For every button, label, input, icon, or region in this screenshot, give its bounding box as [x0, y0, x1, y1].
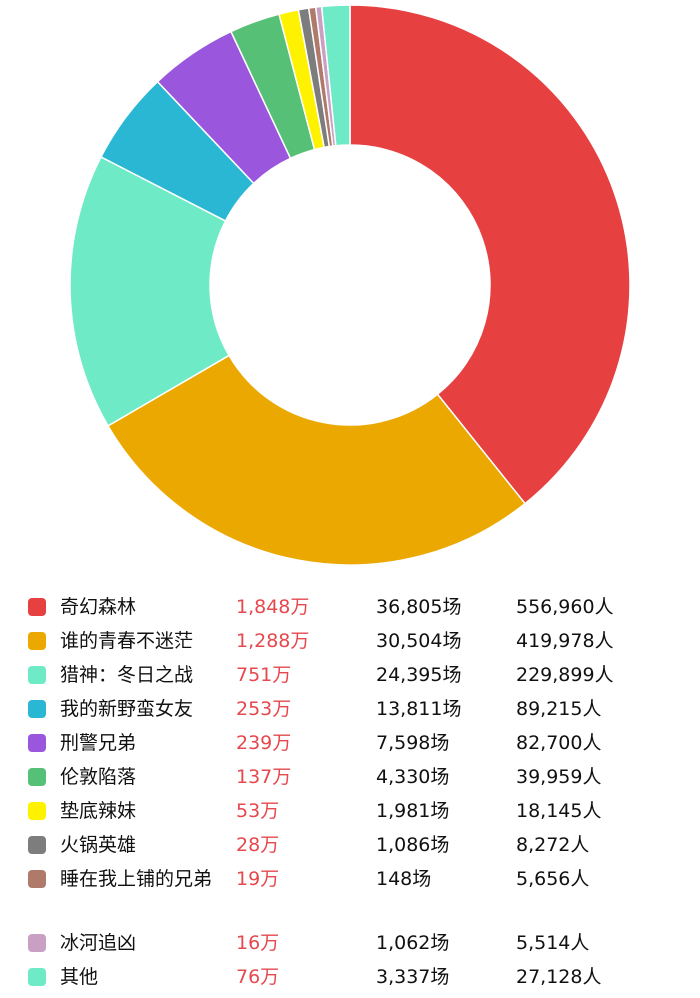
screenings-value: 30,504场 [376, 630, 462, 652]
legend-label: 睡在我上铺的兄弟 [60, 868, 213, 890]
box-office-value: 239万 [236, 732, 292, 754]
legend-row[interactable]: 垫底辣妹 53万 1,981场 18,145人 [0, 796, 700, 828]
legend-row[interactable]: 伦敦陷落 137万 4,330场 39,959人 [0, 762, 700, 794]
pie-slice-0[interactable] [349, 4, 631, 505]
legend-row[interactable]: 奇幻森林 1,848万 36,805场 556,960人 [0, 592, 700, 624]
screenings-value: 4,330场 [376, 766, 450, 788]
legend-swatch [28, 632, 46, 650]
audience-value: 5,656人 [516, 868, 590, 890]
box-office-value: 76万 [236, 966, 280, 988]
legend-label: 火锅英雄 [60, 834, 137, 856]
legend-row[interactable]: 火锅英雄 28万 1,086场 8,272人 [0, 830, 700, 862]
legend-label: 伦敦陷落 [60, 766, 137, 788]
box-office-value: 19万 [236, 868, 280, 890]
legend-swatch [28, 768, 46, 786]
audience-value: 18,145人 [516, 800, 602, 822]
legend-swatch [28, 598, 46, 616]
screenings-value: 148场 [376, 868, 432, 890]
donut-chart [69, 4, 631, 566]
screenings-value: 1,062场 [376, 932, 450, 954]
box-office-value: 16万 [236, 932, 280, 954]
legend-swatch [28, 870, 46, 888]
audience-value: 27,128人 [516, 966, 602, 988]
box-office-value: 253万 [236, 698, 292, 720]
legend-swatch [28, 666, 46, 684]
legend-label: 其他 [60, 966, 99, 988]
pie-slice-1[interactable] [106, 354, 527, 566]
audience-value: 229,899人 [516, 664, 614, 686]
audience-value: 89,215人 [516, 698, 602, 720]
legend-row[interactable]: 冰河追凶 16万 1,062场 5,514人 [0, 928, 700, 960]
audience-value: 5,514人 [516, 932, 590, 954]
legend-label: 我的新野蛮女友 [60, 698, 194, 720]
audience-value: 8,272人 [516, 834, 590, 856]
legend-row[interactable]: 其他 76万 3,337场 27,128人 [0, 962, 700, 994]
box-office-value: 1,288万 [236, 630, 310, 652]
screenings-value: 1,086场 [376, 834, 450, 856]
screenings-value: 36,805场 [376, 596, 462, 618]
audience-value: 39,959人 [516, 766, 602, 788]
legend-swatch [28, 700, 46, 718]
box-office-value: 1,848万 [236, 596, 310, 618]
legend-swatch [28, 802, 46, 820]
screenings-value: 7,598场 [376, 732, 450, 754]
audience-value: 556,960人 [516, 596, 614, 618]
legend-row[interactable]: 谁的青春不迷茫 1,288万 30,504场 419,978人 [0, 626, 700, 658]
screenings-value: 1,981场 [376, 800, 450, 822]
screenings-value: 24,395场 [376, 664, 462, 686]
legend-label: 猎神：冬日之战 [60, 664, 194, 686]
legend-label: 冰河追凶 [60, 932, 137, 954]
screenings-value: 3,337场 [376, 966, 450, 988]
legend-row[interactable]: 我的新野蛮女友 253万 13,811场 89,215人 [0, 694, 700, 726]
audience-value: 82,700人 [516, 732, 602, 754]
box-office-value: 137万 [236, 766, 292, 788]
pie-slice-10[interactable] [320, 4, 351, 147]
legend-swatch [28, 734, 46, 752]
legend-swatch [28, 934, 46, 952]
legend-swatch [28, 836, 46, 854]
legend-row[interactable]: 睡在我上铺的兄弟 19万 148场 5,656人 [0, 864, 700, 896]
pie-slice-2[interactable] [69, 155, 231, 427]
legend-label: 谁的青春不迷茫 [60, 630, 194, 652]
box-office-value: 28万 [236, 834, 280, 856]
box-office-value: 751万 [236, 664, 292, 686]
legend-label: 奇幻森林 [60, 596, 137, 618]
legend-label: 垫底辣妹 [60, 800, 137, 822]
legend-row[interactable]: 猎神：冬日之战 751万 24,395场 229,899人 [0, 660, 700, 692]
legend-swatch [28, 968, 46, 986]
screenings-value: 13,811场 [376, 698, 462, 720]
audience-value: 419,978人 [516, 630, 614, 652]
box-office-value: 53万 [236, 800, 280, 822]
legend-label: 刑警兄弟 [60, 732, 137, 754]
legend-row[interactable]: 刑警兄弟 239万 7,598场 82,700人 [0, 728, 700, 760]
